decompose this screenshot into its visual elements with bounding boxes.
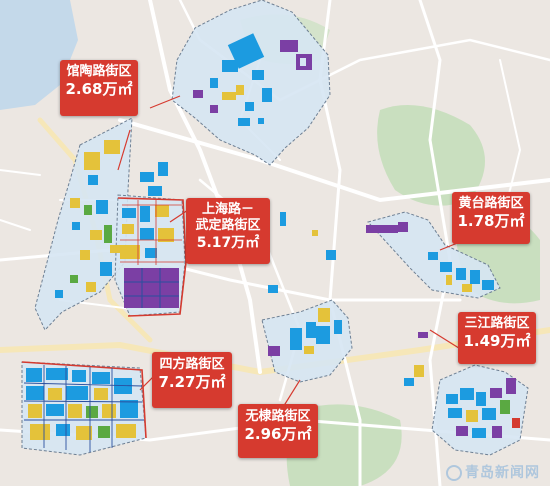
- district-name: 四方路街区: [159, 357, 225, 372]
- building-blocks: [23, 33, 520, 452]
- district-name: 馆陶路街区: [66, 64, 132, 79]
- district-area: 7.27万㎡: [158, 373, 226, 391]
- district-area: 1.78万㎡: [457, 212, 525, 230]
- callout-sifang[interactable]: 四方路街区 7.27万㎡: [152, 352, 232, 408]
- callout-sanjiang[interactable]: 三江路街区 1.49万㎡: [458, 312, 536, 364]
- sea-area: [0, 0, 78, 110]
- zone-guantao: [34, 117, 133, 331]
- callout-huangtai[interactable]: 黄台路街区 1.78万㎡: [452, 192, 530, 244]
- callout-shanghai-wuding[interactable]: 上海路－ 武定路街区 5.17万㎡: [186, 198, 270, 264]
- callout-guantao[interactable]: 馆陶路街区 2.68万㎡: [60, 60, 138, 116]
- callout-wuli[interactable]: 无棣路街区 2.96万㎡: [238, 404, 318, 458]
- district-name-line1: 上海路－: [201, 202, 254, 217]
- globe-icon: [446, 465, 462, 481]
- district-name: 三江路街区: [464, 316, 530, 331]
- watermark-text: 青岛新闻网: [465, 465, 540, 481]
- district-name: 黄台路街区: [458, 196, 524, 211]
- watermark: 青岛新闻网: [446, 462, 540, 482]
- district-name-line2: 武定路街区: [195, 218, 261, 233]
- district-area: 2.68万㎡: [65, 80, 133, 98]
- district-name: 无棣路街区: [245, 409, 311, 424]
- district-area: 2.96万㎡: [244, 425, 312, 443]
- district-area: 1.49万㎡: [463, 332, 531, 350]
- district-area: 5.17万㎡: [196, 235, 260, 251]
